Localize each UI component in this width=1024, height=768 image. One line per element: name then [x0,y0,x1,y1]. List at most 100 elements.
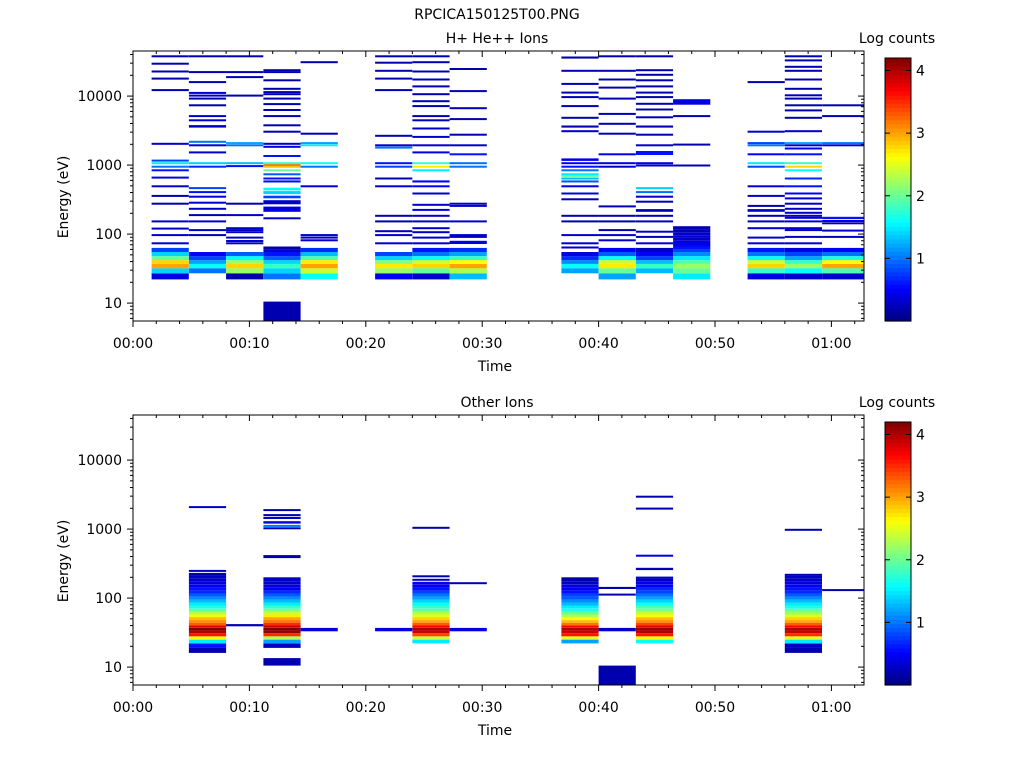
heatmap-cell [263,633,301,637]
x-axis-label: Time [477,723,512,739]
heatmap-cell [635,69,674,72]
heatmap-cell [188,81,227,84]
heatmap-cell [561,180,599,183]
heatmap-cell [747,252,785,257]
heatmap-cell [673,143,711,146]
heatmap-cell [673,229,711,233]
heatmap-cell [561,630,599,634]
heatmap-cell [300,239,338,242]
heatmap-cell [561,639,599,644]
heatmap-cell [635,260,674,264]
heatmap-cell [561,56,599,59]
heatmap-cell [561,611,599,615]
heatmap-cell [188,125,227,128]
heatmap-cell [673,273,711,280]
heatmap-cell [784,256,822,261]
heatmap-cell [561,608,599,612]
heatmap-cell [561,234,599,237]
colorbar-segment [885,78,911,84]
heatmap-cell [598,55,636,58]
y-tick-label: 10000 [77,89,122,105]
heatmap-cell [263,639,301,644]
heatmap-cell [784,639,822,644]
heatmap-cell [300,162,338,165]
colorbar-segment [885,656,911,661]
heatmap-cell [188,572,227,576]
colorbar-segment [885,242,911,248]
heatmap-cell [784,165,822,168]
x-tick-label: 01:00 [811,336,851,352]
heatmap-cell [784,59,822,62]
heatmap-cell [375,256,413,261]
heatmap-cell [188,260,227,264]
colorbar-segment [885,230,911,236]
heatmap-cell [263,584,301,588]
heatmap-cell [226,144,264,147]
heatmap-cell [412,584,450,588]
heatmap-cell [188,151,227,154]
heatmap-cell [784,643,822,648]
heatmap-cell [263,658,301,666]
heatmap-cell [598,97,636,100]
heatmap-cell [300,263,338,269]
x-tick-label: 00:20 [346,336,386,352]
heatmap-cell [263,577,301,582]
heatmap-cell [263,590,301,594]
colorbar-segment [885,275,911,281]
heatmap-cell [375,230,413,233]
colorbar-tick-label: 2 [916,553,925,569]
colorbar-segment [885,516,911,522]
colorbar-segment [885,218,911,223]
heatmap-cell [561,165,599,168]
heatmap-cell [188,633,227,637]
heatmap-cell [412,526,450,529]
heatmap-cell [784,605,822,609]
heatmap-cell [263,260,301,264]
colorbar-segment [885,483,911,489]
heatmap-cell [263,163,301,166]
heatmap-cell [412,256,450,261]
heatmap-cell [412,575,450,578]
colorbar-segment [885,107,911,113]
colorbar-segment [885,623,911,629]
y-tick-label: 10 [104,296,122,312]
heatmap-cell [784,273,822,280]
colorbar-segment [885,504,911,509]
heatmap-cell [822,235,864,238]
heatmap-cell [598,153,636,156]
heatmap-cell [300,61,338,64]
heatmap-cell [412,127,450,130]
heatmap-cell [784,581,822,585]
heatmap-cell [375,627,413,632]
heatmap-cell [747,242,785,245]
heatmap-cell [263,191,301,195]
heatmap-cell [598,239,636,242]
heatmap-cell [598,252,636,257]
heatmap-cell [635,125,674,128]
heatmap-cell [635,593,674,597]
colorbar-segment [885,508,911,514]
colorbar-segment [885,205,911,211]
heatmap-cell [747,162,785,165]
heatmap-cell [784,627,822,631]
heatmap-cell [263,256,301,261]
heatmap-cell [449,252,487,257]
heatmap-cell [561,130,599,133]
colorbar-segment [885,500,911,505]
heatmap-cell [151,55,189,58]
heatmap-cell [412,105,450,108]
heatmap-cell [784,614,822,618]
heatmap-cell [598,165,636,168]
heatmap-cell [784,528,822,531]
heatmap-cell [151,268,189,274]
heatmap-cell [188,263,227,269]
colorbar-segment [885,594,911,600]
colorbar-segment [885,660,911,666]
heatmap-cells [151,55,864,321]
heatmap-cell [412,605,450,609]
heatmap-cell [561,599,599,603]
heatmap-cell [263,169,301,172]
heatmap-cell [747,256,785,261]
colorbar-segment [885,578,911,583]
heatmap-cell [263,91,301,94]
